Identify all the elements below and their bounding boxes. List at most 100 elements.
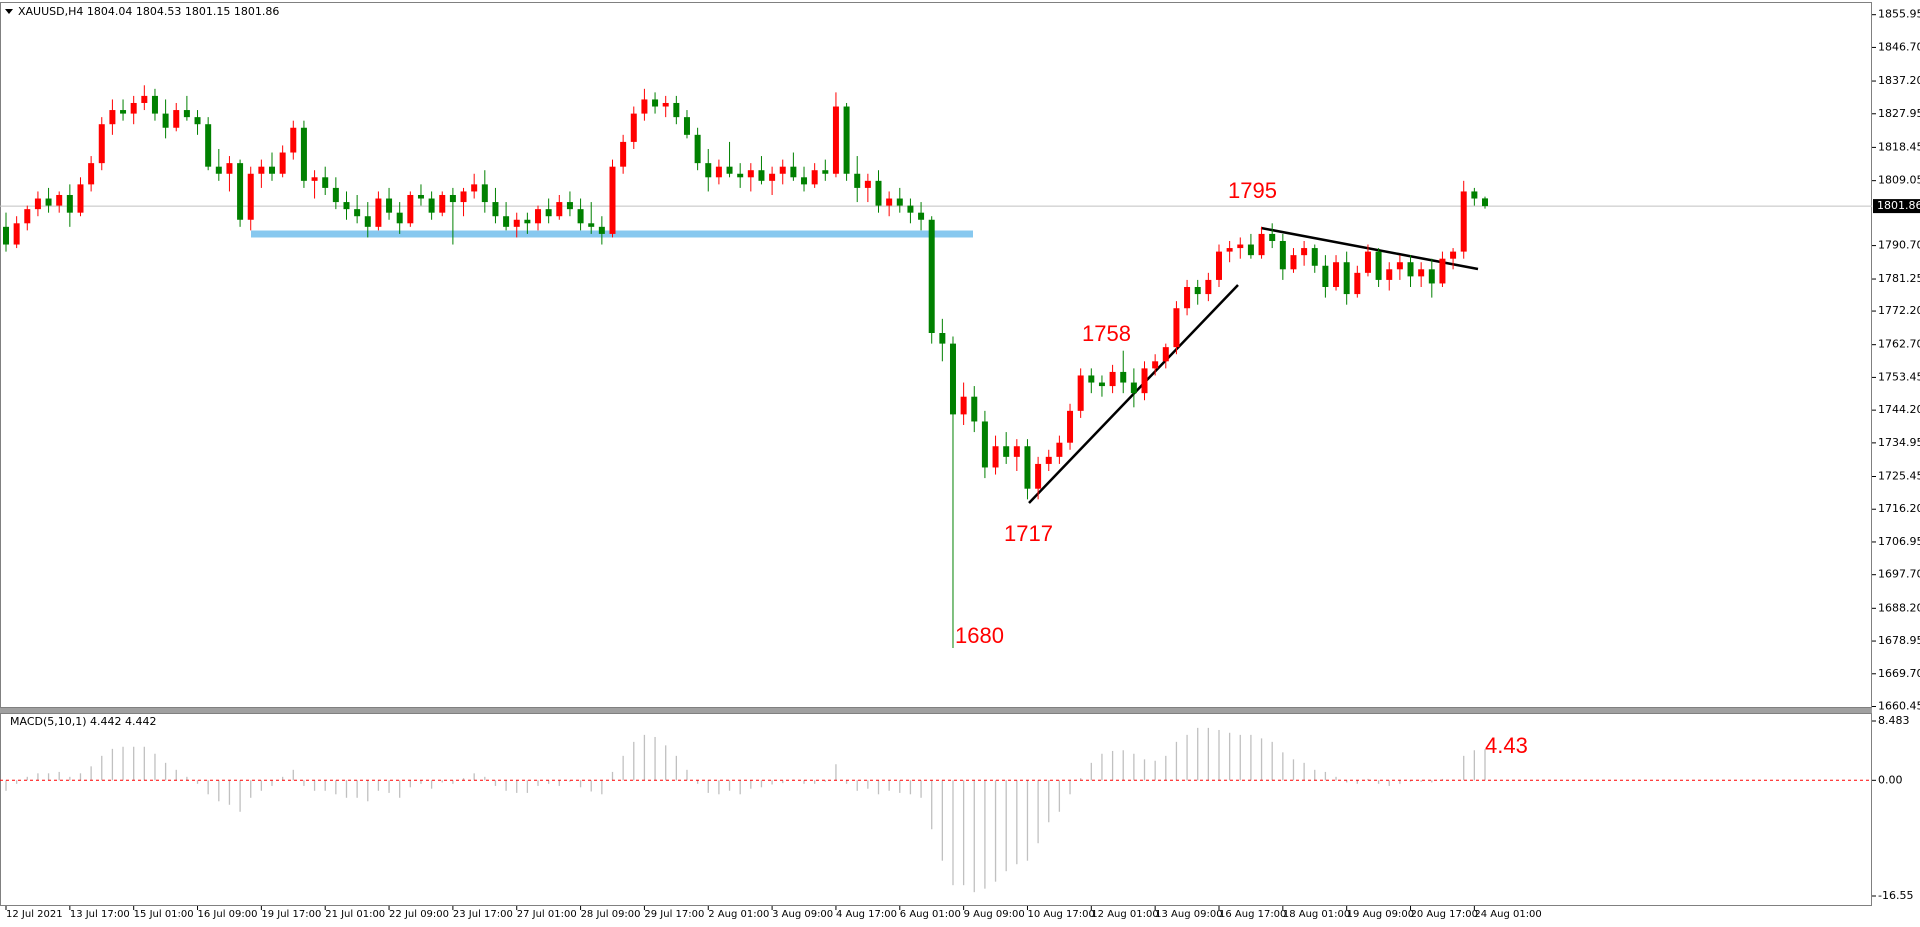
annotation: 1680 — [955, 623, 1004, 648]
candle-body — [1215, 251, 1222, 280]
candle-body — [258, 166, 265, 174]
indicator-pane-frame — [0, 713, 1872, 906]
chart-header: XAUUSD,H4 1804.04 1804.53 1801.15 1801.8… — [18, 5, 279, 18]
candle-body — [300, 127, 307, 181]
candle-body — [694, 134, 701, 164]
candle-body — [386, 198, 393, 213]
candle-body — [481, 184, 488, 203]
candle-body — [556, 202, 563, 217]
candle-body — [949, 343, 956, 415]
x-tick-label: 16 Aug 17:00 — [1219, 909, 1286, 920]
pane-separator — [0, 708, 1872, 713]
y-tick-label: 1678.95 — [1878, 634, 1920, 647]
candle-body — [1482, 198, 1488, 207]
y-tick-label: 1762.70 — [1878, 338, 1920, 351]
candle-body — [1407, 262, 1414, 277]
candle-body — [1364, 251, 1371, 273]
candle-body — [375, 198, 382, 227]
candle-body — [34, 198, 41, 210]
y-tick-label: 1855.95 — [1878, 8, 1920, 21]
y-tick-label: 1734.95 — [1878, 436, 1920, 449]
candle-body — [141, 95, 148, 103]
candle-body — [971, 396, 978, 422]
candle-body — [354, 209, 361, 217]
candle-body — [620, 141, 627, 167]
candle-body — [630, 113, 637, 142]
annotation: 1717 — [1004, 521, 1053, 546]
y-tick-label: 1753.45 — [1878, 370, 1920, 383]
candle-body — [683, 117, 690, 135]
candle-body — [311, 177, 318, 181]
candle-body — [1013, 446, 1020, 457]
x-tick-label: 12 Aug 01:00 — [1091, 909, 1158, 920]
candle-body — [588, 223, 595, 227]
candle-body — [673, 102, 680, 118]
candle-body — [269, 166, 276, 174]
indicator-header: MACD(5,10,1) 4.442 4.442 — [10, 715, 157, 728]
candle-body — [918, 212, 925, 220]
candle-body — [173, 110, 180, 128]
candle-body — [279, 152, 286, 174]
candle-body — [1396, 262, 1403, 270]
candle-body — [364, 216, 371, 227]
candle-body — [1237, 244, 1244, 249]
candle-body — [1045, 456, 1052, 464]
x-tick-label: 19 Jul 17:00 — [261, 909, 321, 920]
candle-body — [449, 194, 456, 203]
candle-body — [705, 163, 712, 178]
candle-body — [1120, 371, 1127, 383]
candle-body — [1418, 269, 1425, 277]
candle-body — [981, 421, 988, 468]
y-tick-label: 1706.95 — [1878, 535, 1920, 548]
candle-body — [88, 163, 95, 185]
candle-body — [1098, 382, 1105, 387]
candle-body — [864, 180, 871, 188]
candle-body — [843, 106, 850, 174]
candle-body — [1428, 269, 1435, 284]
candle-body — [503, 216, 510, 227]
candle-body — [226, 163, 233, 174]
x-tick-label: 13 Aug 09:00 — [1155, 909, 1222, 920]
candle-body — [886, 198, 893, 206]
candle-body — [1460, 191, 1467, 252]
x-tick-label: 22 Jul 09:00 — [389, 909, 449, 920]
candle-body — [183, 110, 190, 118]
candle-body — [524, 219, 531, 224]
candle-body — [1450, 251, 1457, 259]
y-tick-label: 1809.05 — [1878, 174, 1920, 187]
x-tick-label: 23 Jul 17:00 — [453, 909, 513, 920]
candle-body — [151, 95, 158, 114]
candle-body — [162, 113, 169, 128]
candle-body — [662, 102, 669, 107]
y-tick-label: -16.55 — [1878, 889, 1913, 902]
candle-body — [1311, 248, 1318, 266]
menu-arrow[interactable] — [5, 9, 13, 14]
candle-body — [598, 226, 605, 234]
x-tick-label: 20 Aug 17:00 — [1411, 909, 1478, 920]
x-tick-label: 3 Aug 09:00 — [772, 909, 833, 920]
candle-body — [1247, 244, 1254, 256]
candle-body — [907, 205, 914, 213]
candle-body — [24, 209, 31, 224]
y-tick-label: 1660.45 — [1878, 700, 1920, 713]
candle-body — [194, 117, 201, 125]
candle-body — [1141, 368, 1148, 394]
candle-body — [247, 173, 254, 220]
x-tick-label: 9 Aug 09:00 — [964, 909, 1025, 920]
x-tick-label: 19 Aug 09:00 — [1347, 909, 1414, 920]
y-tick-label: 1818.45 — [1878, 140, 1920, 153]
candle-body — [1152, 361, 1159, 369]
candle-body — [1088, 375, 1095, 383]
main-pane-frame — [0, 2, 1872, 708]
x-tick-label: 2 Aug 01:00 — [708, 909, 769, 920]
candle-body — [13, 223, 20, 245]
x-tick-label: 18 Aug 01:00 — [1283, 909, 1350, 920]
candle-body — [1471, 191, 1478, 199]
x-tick-label: 13 Jul 17:00 — [70, 909, 130, 920]
y-tick-label: 1688.20 — [1878, 601, 1920, 614]
y-tick-label: 8.483 — [1878, 714, 1910, 727]
candle-body — [98, 124, 105, 164]
x-tick-label: 27 Jul 01:00 — [517, 909, 577, 920]
candle-body — [396, 212, 403, 224]
